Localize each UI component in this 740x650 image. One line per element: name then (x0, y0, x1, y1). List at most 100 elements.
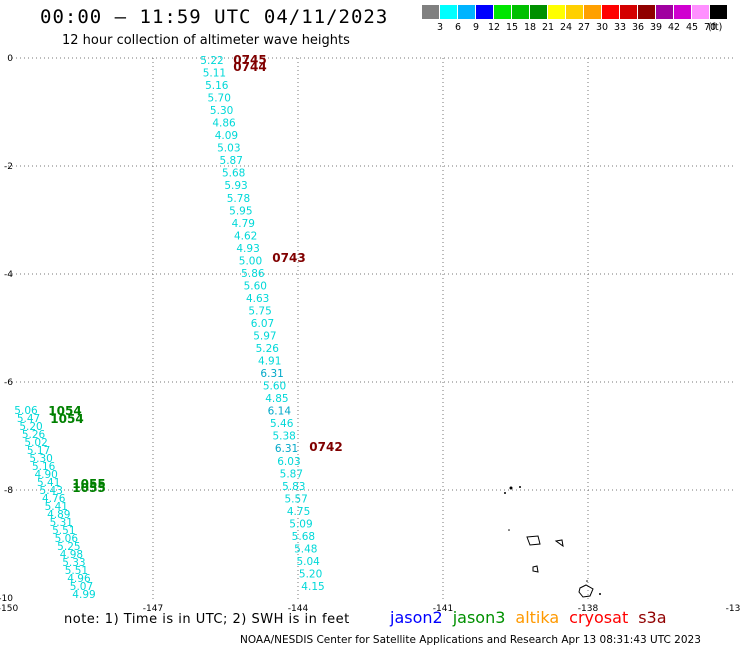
swh-value: 5.00 (239, 255, 262, 267)
swh-value: 6.14 (268, 406, 292, 418)
color-legend: 3 6 9 12 15 18 21 24 27 30 33 36 39 42 45 70 (ft) (422, 5, 728, 35)
swh-value: 5.87 (280, 468, 303, 480)
swh-value: 5.46 (270, 418, 294, 430)
pass-time-label: 0743 (272, 251, 305, 265)
swh-value: 5.41 (37, 477, 60, 489)
lat-label: -2 (4, 162, 13, 172)
pass-time-label: 0744 (233, 60, 266, 74)
legend-swatch (512, 5, 529, 19)
swh-value: 4.93 (236, 243, 259, 255)
legend-label: 15 (505, 22, 519, 33)
swh-value: 5.68 (292, 531, 315, 543)
legend-swatch (548, 5, 565, 19)
legend-swatch (440, 5, 457, 19)
swh-value: 4.76 (42, 493, 66, 505)
swh-value: 5.30 (29, 453, 52, 465)
swh-value: 4.96 (67, 573, 91, 585)
lon-label: -141 (433, 604, 453, 614)
lon-label: -147 (143, 604, 163, 614)
axis-labels: -150 -147 -144 -141 -138 -13 0 -2 -4 -6 -8 -10 (0, 54, 740, 614)
satellite-jason2: jason2 (390, 608, 443, 627)
grid-lines (8, 57, 735, 600)
pass-time-label: 1054 (50, 412, 83, 426)
satellite-jason3: jason3 (452, 608, 506, 627)
island-dot (586, 580, 588, 582)
legend-label: 27 (577, 22, 591, 33)
island-dot (504, 492, 506, 494)
pass-time-label: 0742 (309, 440, 342, 454)
swh-value: 5.43 (40, 485, 63, 497)
swh-value: 5.83 (282, 481, 305, 493)
swh-value: 5.48 (294, 543, 317, 555)
legend-swatch (620, 5, 637, 19)
swh-value: 5.25 (57, 541, 80, 553)
legend-label: 36 (631, 22, 645, 33)
swh-value: 5.57 (284, 493, 307, 505)
swh-value: 4.89 (47, 509, 70, 521)
swh-value: 5.97 (253, 331, 276, 343)
legend-swatch (674, 5, 691, 19)
swh-value: 5.26 (22, 429, 46, 441)
lat-label: -4 (4, 270, 13, 280)
swh-value: 5.26 (256, 343, 280, 355)
island-dot (509, 486, 513, 490)
legend-label: 9 (472, 22, 480, 33)
altimeter-tracks: 5.225.115.165.705.304.864.095.035.875.68… (14, 55, 324, 601)
swh-value: 5.30 (210, 105, 233, 117)
lon-label: -144 (288, 604, 309, 614)
swh-value: 5.87 (220, 155, 243, 167)
coastline-islands (504, 486, 601, 598)
swh-value: 4.62 (234, 230, 257, 242)
legend-label: 24 (559, 22, 573, 33)
legend-label: 70 (703, 22, 717, 33)
swh-value: 4.09 (215, 130, 238, 142)
legend-label: 33 (613, 22, 627, 33)
lat-label: -8 (4, 486, 13, 496)
legend-label: 42 (667, 22, 681, 33)
legend-label: 18 (523, 22, 537, 33)
legend-swatch (476, 5, 493, 19)
lon-label: -13 (726, 604, 740, 614)
island-shape (526, 535, 541, 546)
swh-value: 5.22 (200, 55, 223, 67)
lat-label: -6 (4, 378, 13, 388)
legend-unit: (ft) (708, 22, 723, 33)
swh-value: 5.09 (289, 518, 312, 530)
footer-note: note: 1) Time is in UTC; 2) SWH is in fe… (64, 612, 350, 627)
swh-value: 6.31 (275, 443, 298, 455)
legend-swatch (566, 5, 583, 19)
swh-value: 6.07 (251, 318, 274, 330)
lat-label: -10 (0, 594, 13, 604)
legend-swatch (458, 5, 475, 19)
swh-value: 5.95 (229, 205, 252, 217)
page-title: 00:00 – 11:59 UTC 04/11/2023 (40, 6, 389, 28)
swh-value: 5.16 (205, 80, 229, 92)
legend-swatch (494, 5, 511, 19)
swh-value: 6.03 (277, 456, 300, 468)
swh-value: 5.75 (248, 305, 271, 317)
swh-value: 5.41 (45, 501, 68, 513)
legend-label: 45 (685, 22, 699, 33)
legend-label: 30 (595, 22, 609, 33)
island-dot (508, 529, 510, 531)
pass-time-label: 1055 (72, 477, 105, 491)
legend-swatch (710, 5, 727, 19)
legend-label: 6 (454, 22, 462, 33)
swh-value: 5.70 (208, 93, 231, 105)
swh-value: 5.78 (227, 193, 250, 205)
legend-swatch (656, 5, 673, 19)
swh-value: 4.90 (34, 469, 57, 481)
island-shape (554, 539, 564, 548)
satellite-altika: altika (515, 608, 560, 627)
lon-label: -150 (0, 604, 18, 614)
page-subtitle: 12 hour collection of altimeter wave hei… (62, 33, 350, 48)
swh-value: 5.03 (217, 143, 240, 155)
legend-swatch (602, 5, 619, 19)
swh-value: 4.63 (246, 293, 269, 305)
swh-value: 5.04 (296, 556, 320, 568)
satellite-legend: jason2 jason3 altika cryosat s3a (390, 608, 677, 627)
swh-value: 5.16 (32, 461, 56, 473)
legend-swatch (692, 5, 709, 19)
swh-value: 5.07 (70, 581, 93, 593)
